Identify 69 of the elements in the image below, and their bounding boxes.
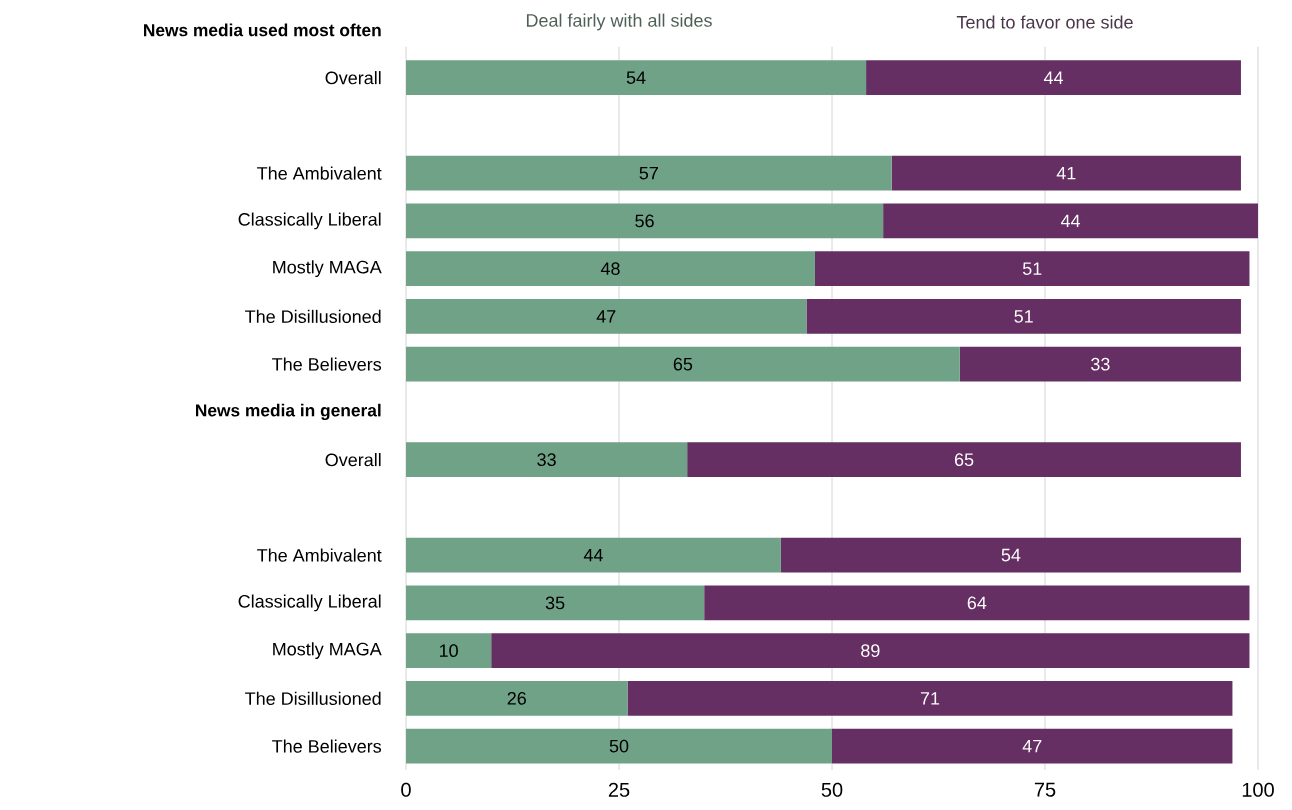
bar xyxy=(406,633,492,668)
data-label: 41 xyxy=(1056,166,1076,180)
bar xyxy=(406,299,807,334)
x-tick-label: 25 xyxy=(608,782,630,797)
bar xyxy=(780,537,1241,573)
series-label: Tend to favor one side xyxy=(956,15,1133,29)
bar xyxy=(866,60,1241,96)
data-label: 44 xyxy=(583,548,603,562)
data-label: 44 xyxy=(1043,71,1064,84)
y-tick-label: Overall xyxy=(325,71,381,85)
data-label: 65 xyxy=(673,357,693,371)
data-label: 51 xyxy=(1014,310,1033,323)
data-label: 54 xyxy=(1001,548,1021,562)
data-label: 44 xyxy=(1060,214,1081,228)
x-tick-label: 0 xyxy=(401,782,411,797)
data-label: 33 xyxy=(1091,357,1110,371)
y-tick-label: The Believers xyxy=(272,739,382,753)
data-label: 10 xyxy=(439,644,458,657)
y-tick-label: Classically Liberal xyxy=(238,212,381,230)
bar xyxy=(406,728,833,764)
data-label: 33 xyxy=(537,453,556,467)
bar xyxy=(806,299,1241,334)
bar xyxy=(491,633,1250,668)
y-tick-label: The Disillusioned xyxy=(245,691,381,705)
y-tick-label: Overall xyxy=(325,453,381,467)
data-label: 71 xyxy=(920,692,940,705)
series-label: Deal fairly with all sides xyxy=(526,13,712,31)
y-tick-label: The Ambivalent xyxy=(257,548,382,562)
data-label: 54 xyxy=(626,71,646,84)
y-tick-label: Mostly MAGA xyxy=(273,642,382,660)
data-label: 35 xyxy=(545,596,565,610)
bar xyxy=(883,203,1258,239)
bar xyxy=(891,155,1241,191)
x-tick-label: 100 xyxy=(1242,782,1274,797)
x-tick-label: 75 xyxy=(1034,782,1056,797)
y-tick-label: The Ambivalent xyxy=(257,166,382,180)
bar xyxy=(406,585,705,621)
y-tick-label: The Disillusioned xyxy=(245,309,381,324)
bar xyxy=(406,681,628,716)
bar xyxy=(406,60,867,96)
x-tick-label: 50 xyxy=(821,782,843,797)
bar xyxy=(627,681,1233,716)
data-label: 47 xyxy=(1022,739,1042,753)
bar xyxy=(406,442,688,477)
data-label: 64 xyxy=(967,596,987,610)
bar xyxy=(687,442,1241,477)
y-tick-label: News media in general xyxy=(196,403,381,421)
data-label: 51 xyxy=(1022,262,1042,275)
data-label: 26 xyxy=(507,692,526,705)
bar xyxy=(832,728,1233,764)
bar xyxy=(704,585,1250,621)
data-label: 57 xyxy=(639,166,658,180)
data-label: 89 xyxy=(861,644,880,657)
bar xyxy=(959,346,1241,382)
data-label: 47 xyxy=(596,310,616,323)
bar xyxy=(406,251,815,287)
y-tick-label: Classically Liberal xyxy=(238,594,381,612)
y-tick-label: Mostly MAGA xyxy=(273,260,382,278)
data-label: 65 xyxy=(954,453,974,467)
data-label: 50 xyxy=(609,739,629,753)
data-label: 56 xyxy=(635,214,654,228)
bar xyxy=(406,203,884,239)
bar xyxy=(814,251,1250,287)
data-label: 48 xyxy=(600,262,620,276)
y-tick-label: News media used most often xyxy=(144,23,381,37)
bar xyxy=(406,155,892,191)
bar xyxy=(406,537,781,573)
y-tick-label: The Believers xyxy=(272,357,382,371)
bar xyxy=(406,346,960,382)
